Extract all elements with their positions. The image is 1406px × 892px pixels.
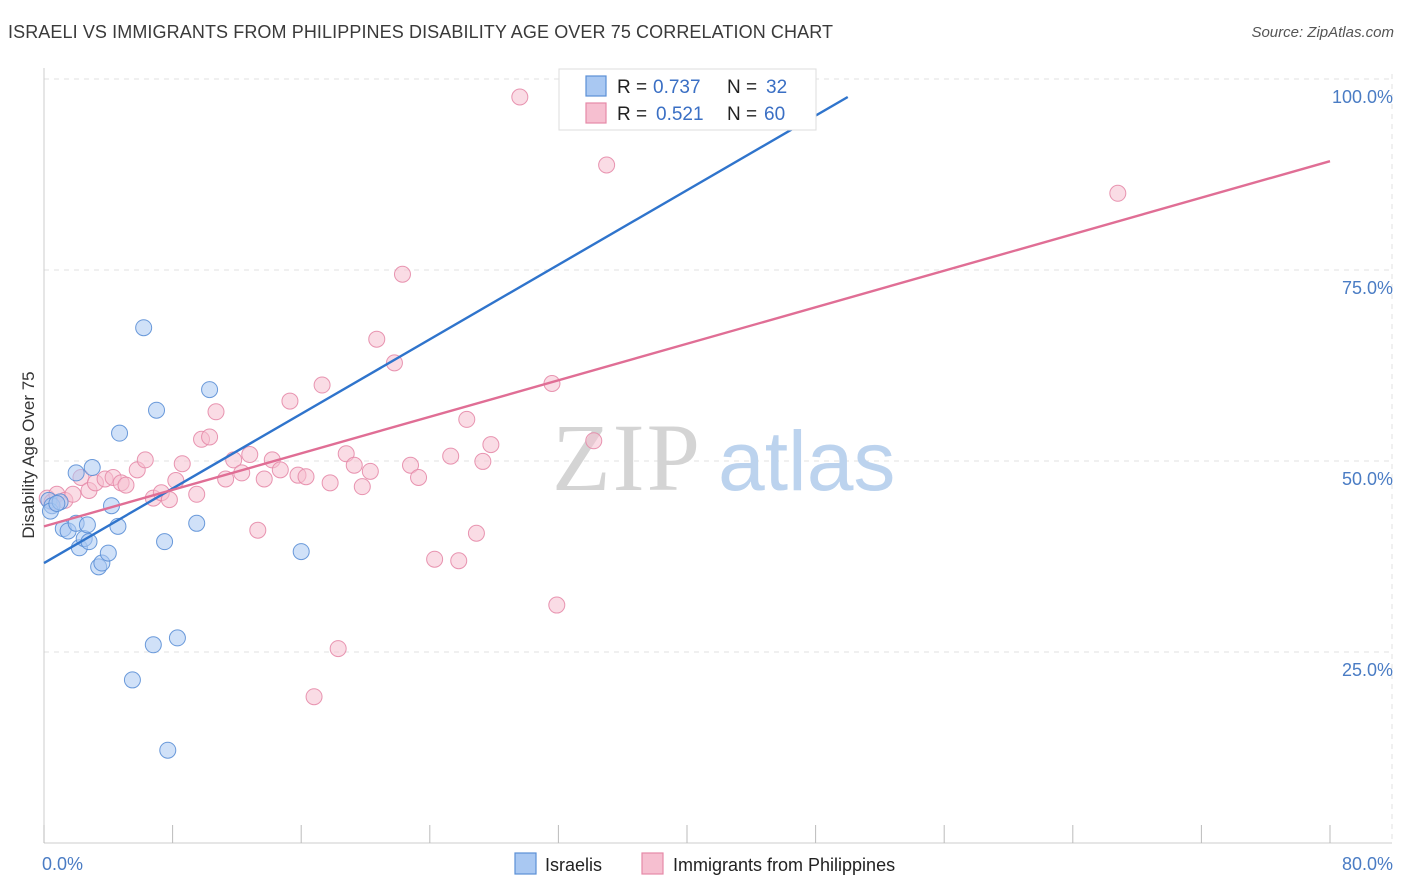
philippines-point-45	[402, 456, 420, 474]
philippines-point-51	[467, 524, 485, 542]
philippines-point-58	[598, 156, 616, 174]
philippines-point-4	[64, 485, 82, 503]
israelis-point-27	[188, 514, 206, 532]
bottom-legend: Israelis Immigrants from Philippines	[514, 852, 895, 875]
philippines-point-21	[201, 428, 219, 446]
philippines-point-42	[368, 330, 386, 348]
israelis-point-4	[48, 494, 66, 512]
y-tick-label-3: 100.0%	[1332, 87, 1393, 107]
stats-philippines-r-value: 0.521	[656, 104, 704, 125]
stats-israelis-n-value: 32	[766, 77, 787, 98]
philippines-point-49	[450, 552, 468, 570]
philippines-point-22	[207, 403, 225, 421]
israelis-point-16	[99, 544, 117, 562]
israelis-point-28	[201, 381, 219, 399]
philippines-point-33	[297, 468, 315, 486]
stats-philippines-swatch	[585, 102, 607, 124]
israelis-point-13	[67, 464, 85, 482]
stats-israelis-r-value: 0.737	[653, 77, 701, 98]
philippines-point-31	[281, 392, 299, 410]
y-axis-title: Disability Age Over 75	[19, 371, 38, 538]
israelis-point-11	[78, 516, 96, 534]
israelis-point-26	[168, 629, 186, 647]
philippines-point-56	[548, 596, 566, 614]
philippines-point-52	[474, 452, 492, 470]
philippines-point-39	[345, 456, 363, 474]
y-tick-label-0: 25.0%	[1342, 660, 1393, 680]
israelis-point-22	[144, 636, 162, 654]
philippines-trend-line	[43, 160, 1331, 528]
philippines-point-57	[585, 432, 603, 450]
philippines-point-13	[136, 451, 154, 469]
philippines-point-50	[458, 410, 476, 428]
series-immigrants-from-philippines-points	[38, 88, 1127, 706]
legend-philippines-swatch	[641, 852, 664, 875]
philippines-point-28	[255, 470, 273, 488]
philippines-point-34	[305, 688, 323, 706]
legend-israelis-swatch	[514, 852, 537, 875]
philippines-point-27	[249, 521, 267, 539]
axes: 25.0% 50.0% 75.0% 100.0% 0.0% 80.0%	[42, 68, 1393, 874]
zipatlas-watermark: ZIP atlas	[552, 404, 895, 511]
philippines-point-19	[188, 485, 206, 503]
israelis-point-21	[135, 319, 153, 337]
philippines-point-40	[353, 478, 371, 496]
israelis-trend-line	[43, 95, 849, 565]
stats-philippines-n-value: 60	[764, 104, 785, 125]
watermark-zip: ZIP	[552, 404, 702, 511]
israelis-point-23	[148, 401, 166, 419]
philippines-point-59	[1109, 184, 1127, 202]
israelis-point-25	[159, 741, 177, 759]
philippines-point-18	[173, 455, 191, 473]
trend-lines	[43, 95, 1331, 565]
philippines-point-37	[329, 640, 347, 658]
israelis-point-29	[292, 543, 310, 561]
chart-title: ISRAELI VS IMMIGRANTS FROM PHILIPPINES D…	[8, 22, 834, 42]
philippines-point-54	[511, 88, 529, 106]
philippines-point-35	[313, 376, 331, 394]
israelis-point-24	[156, 533, 174, 551]
y-tick-label-1: 50.0%	[1342, 469, 1393, 489]
philippines-point-41	[361, 462, 379, 480]
chart-source: Source: ZipAtlas.com	[1251, 24, 1394, 41]
philippines-point-30	[271, 461, 289, 479]
israelis-point-12	[83, 459, 101, 477]
philippines-point-44	[393, 265, 411, 283]
stats-israelis-r-label: R =	[617, 77, 647, 98]
legend-israelis-label: Israelis	[545, 855, 602, 875]
x-tick-label-1: 80.0%	[1342, 854, 1393, 874]
x-tick-label-0: 0.0%	[42, 854, 83, 874]
stats-philippines-n-label: N =	[727, 104, 757, 125]
philippines-point-53	[482, 436, 500, 454]
israelis-point-19	[111, 424, 129, 442]
philippines-point-48	[442, 447, 460, 465]
philippines-point-36	[321, 474, 339, 492]
stats-philippines-r-label: R =	[617, 104, 647, 125]
stats-israelis-n-label: N =	[727, 77, 757, 98]
y-tick-label-2: 75.0%	[1342, 278, 1393, 298]
israelis-point-20	[123, 671, 141, 689]
watermark-atlas: atlas	[718, 414, 895, 508]
stats-israelis-swatch	[585, 75, 607, 97]
stats-legend-box: R = 0.737 N = 32 R = 0.521 N = 60	[558, 68, 817, 131]
philippines-point-47	[426, 550, 444, 568]
legend-philippines-label: Immigrants from Philippines	[673, 855, 895, 875]
philippines-point-46	[410, 468, 428, 486]
philippines-point-11	[117, 476, 135, 494]
philippines-point-26	[241, 446, 259, 464]
